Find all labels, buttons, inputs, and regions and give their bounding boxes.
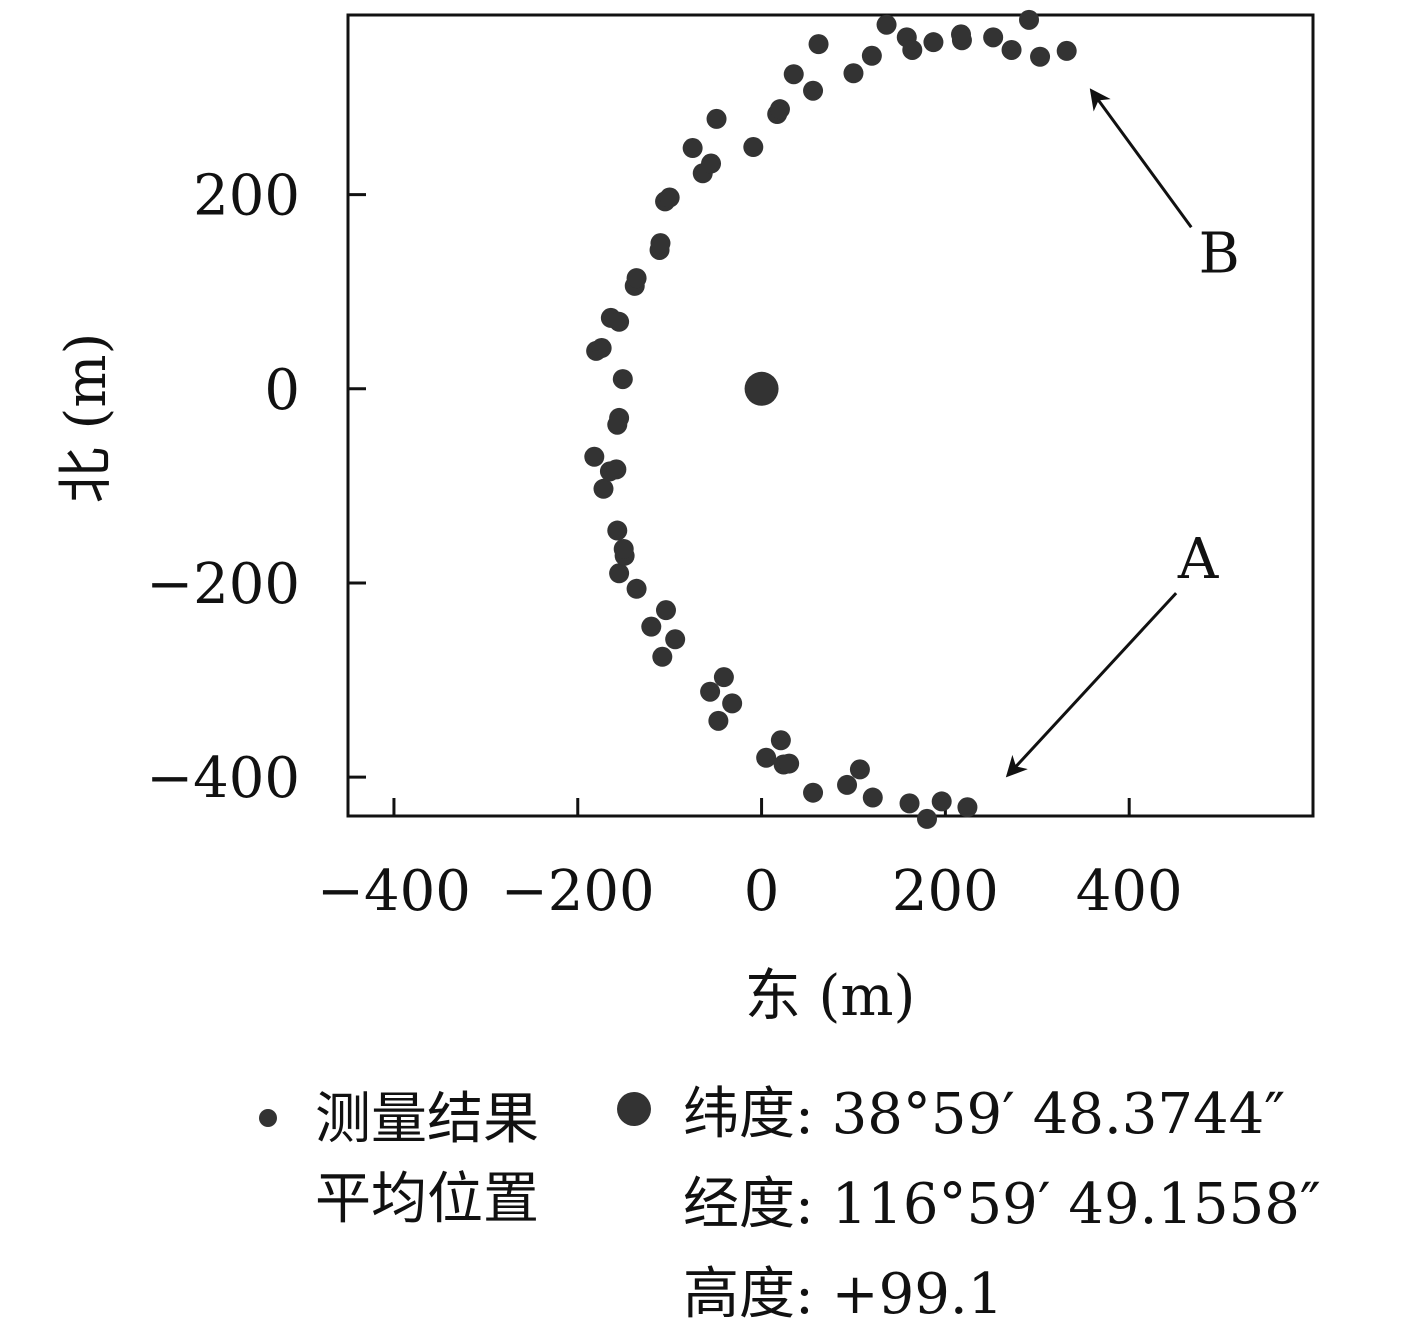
annotation-arrow-a [1005,592,1178,778]
measurement-point [612,369,633,390]
y-tick-label: 200 [193,164,300,229]
x-tick-label: 0 [744,859,780,924]
measurement-point [899,793,920,814]
measurement-point [641,616,662,637]
measurement-point [665,629,686,650]
measurement-point [843,63,864,84]
annotation-label-b: B [1199,221,1240,286]
y-tick-label: −200 [146,552,300,617]
measurement-point [803,80,824,101]
measurement-point [756,747,777,768]
y-tick-label: 0 [264,358,300,423]
measurement-point [837,774,858,795]
measurement-point [923,32,944,53]
measurement-point [862,787,883,808]
measurement-point [1056,40,1077,61]
measurement-point [609,563,630,584]
measurement-point [722,693,743,714]
measurement-point [626,268,647,289]
measurement-point [650,233,671,254]
x-tick-label: 400 [1076,859,1183,924]
annotation-label-a: A [1177,527,1219,592]
measurement-point [849,759,870,780]
measurement-point [803,782,824,803]
y-axis-label: 北 (m) [54,333,119,504]
x-axis-label: 东 (m) [745,964,916,1029]
measurement-point [609,311,630,332]
measurement-point [593,478,614,499]
measurement-point [1030,46,1051,67]
measurement-point [706,108,727,129]
measurement-point [626,578,647,599]
x-tick-label: −400 [317,859,471,924]
y-tick-label: −400 [146,746,300,811]
measurement-point [708,710,729,731]
measurement-point [861,45,882,66]
measurement-point [917,808,937,829]
measurement-point [783,64,804,85]
x-tick-label: 200 [892,859,999,924]
mean-position-point [744,371,779,406]
measurement-point [770,730,791,751]
legend-info-line: 纬度: 38°59′ 48.3744″ [683,1082,1285,1147]
measurement-point [652,646,673,667]
legend-info-line: 高度: +99.1 [683,1262,1003,1325]
measurement-point [1019,9,1040,30]
measurement-point [769,99,790,120]
measurement-point [876,14,897,35]
legend-label-measurements: 测量结果 [315,1087,539,1152]
measurement-point [701,153,722,174]
measurement-point [743,137,764,158]
measurement-point [1001,39,1022,60]
measurement-point [606,459,627,480]
measurement-point [951,24,972,45]
legend-marker-large [617,1092,651,1126]
x-tick-label: −200 [501,859,655,924]
measurement-point [584,446,605,467]
measurement-point [659,187,680,208]
legend-marker-small [259,1109,277,1127]
annotation-arrow-b [1089,88,1193,229]
measurement-point [779,753,800,774]
measurement-point [655,600,676,621]
measurement-point [700,681,721,702]
measurement-point [983,27,1004,48]
measurement-point [607,414,628,435]
legend-info-line: 经度: 116°59′ 49.1558″ [683,1172,1321,1237]
measurement-point [591,338,612,359]
measurement-point [613,539,634,559]
measurement-point [713,667,734,688]
measurement-point [808,34,829,55]
measurement-point [682,138,703,159]
legend-label-mean: 平均位置 [315,1167,539,1232]
measurement-point [957,797,978,818]
measurement-point [931,791,952,812]
plot-frame [346,13,1315,818]
measurement-point [902,39,923,60]
measurement-point [607,520,628,541]
